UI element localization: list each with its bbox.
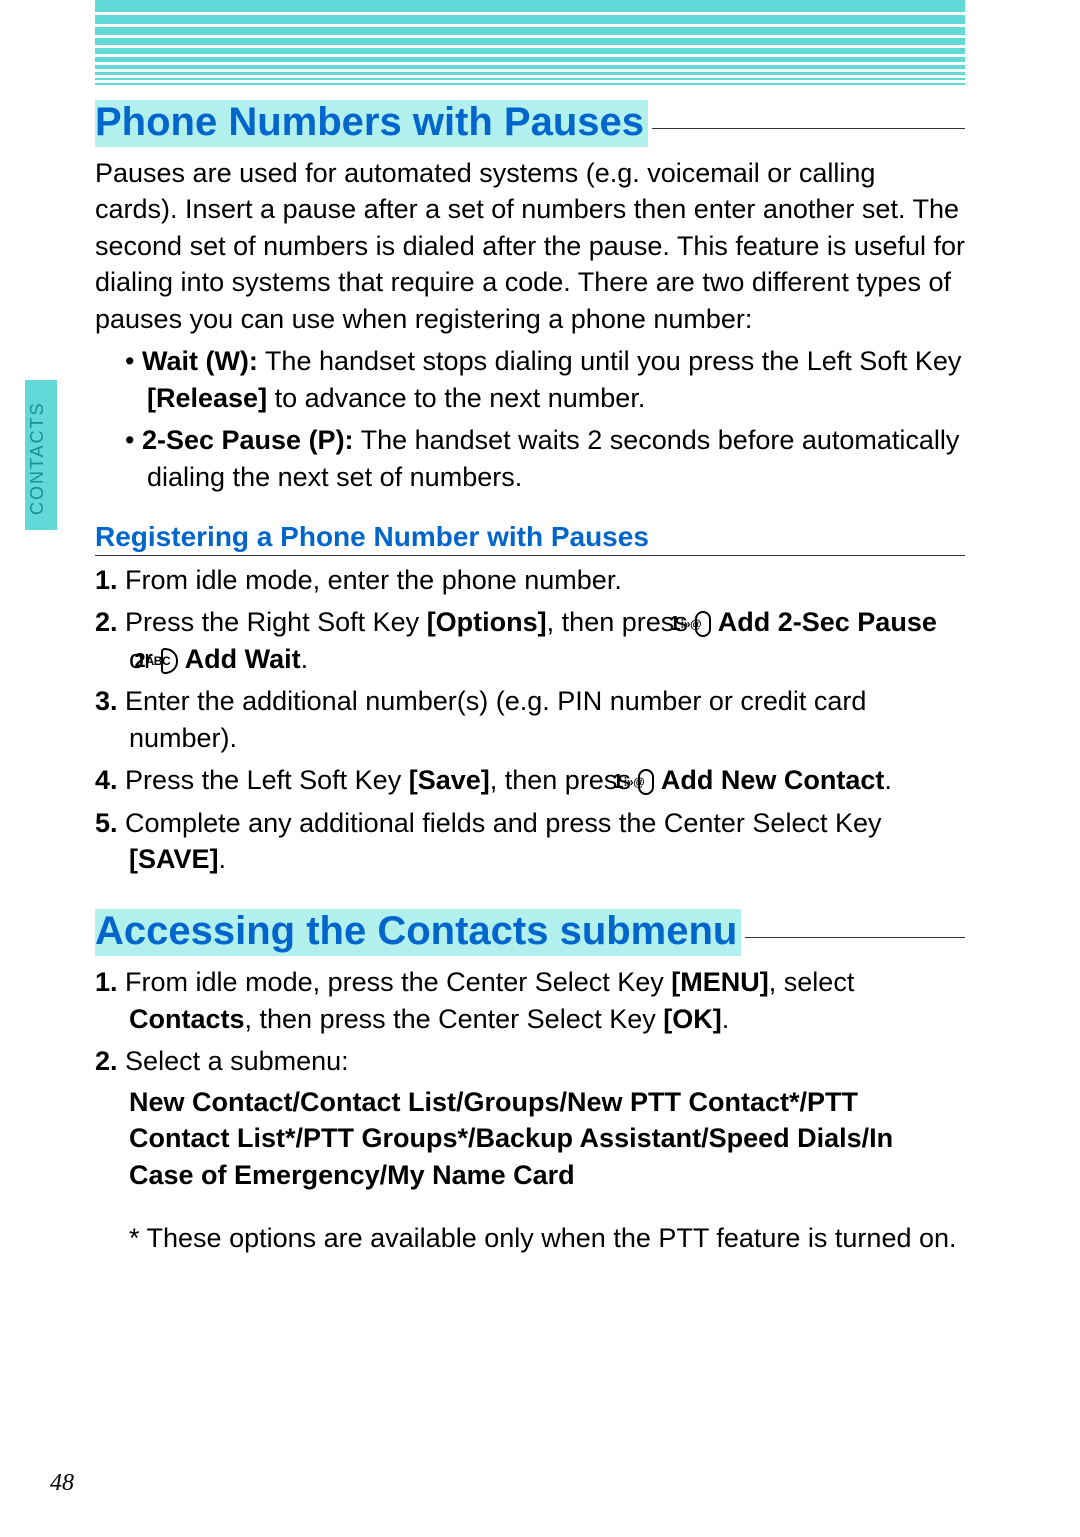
pause-types-list: Wait (W): The handset stops dialing unti… [125, 343, 965, 495]
step-2: Select a submenu: New Contact/Contact Li… [95, 1043, 965, 1193]
step-2: Press the Right Soft Key [Options], then… [95, 604, 965, 677]
bullet-2sec: 2-Sec Pause (P): The handset waits 2 sec… [125, 422, 965, 495]
subheading-registering: Registering a Phone Number with Pauses [95, 521, 965, 556]
manual-page: CONTACTS Phone Numbers with Pauses Pause… [0, 0, 1080, 1537]
step-1: From idle mode, enter the phone number. [95, 562, 965, 598]
side-tab-label: CONTACTS [27, 401, 48, 515]
decorative-top-bars [95, 0, 965, 88]
section-title-text: Phone Numbers with Pauses [95, 100, 648, 147]
key-2-icon: 2ABC [161, 648, 179, 674]
section-title-accessing: Accessing the Contacts submenu [95, 909, 965, 956]
section-title-text: Accessing the Contacts submenu [95, 909, 741, 956]
intro-paragraph: Pauses are used for automated systems (e… [95, 155, 965, 337]
registering-steps: From idle mode, enter the phone number. … [95, 562, 965, 878]
page-content: Phone Numbers with Pauses Pauses are use… [95, 100, 965, 1284]
step-1: From idle mode, press the Center Select … [95, 964, 965, 1037]
section-title-pauses: Phone Numbers with Pauses [95, 100, 965, 147]
page-number: 48 [50, 1470, 74, 1497]
ptt-footnote: * These options are available only when … [129, 1220, 965, 1256]
key-1-icon: 1⁞»@ [695, 611, 711, 637]
accessing-steps: From idle mode, press the Center Select … [95, 964, 965, 1193]
step-5: Complete any additional fields and press… [95, 805, 965, 878]
bullet-wait: Wait (W): The handset stops dialing unti… [125, 343, 965, 416]
key-1-icon: 1⁞»@ [638, 769, 654, 795]
step-3: Enter the additional number(s) (e.g. PIN… [95, 683, 965, 756]
step-4: Press the Left Soft Key [Save], then pre… [95, 762, 965, 798]
submenu-list: New Contact/Contact List/Groups/New PTT … [129, 1084, 965, 1193]
